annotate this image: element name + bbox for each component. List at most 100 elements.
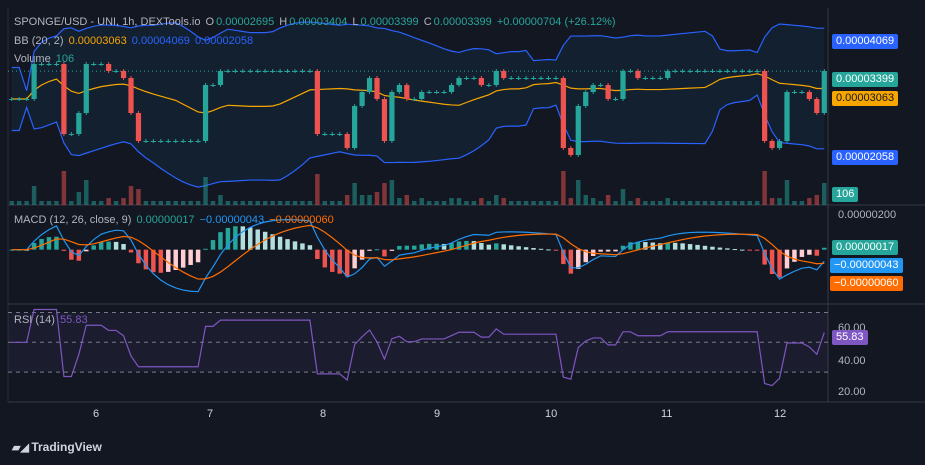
volume-bar (613, 201, 618, 205)
tradingview-icon: ▰◢ (12, 442, 29, 454)
volume-bar (128, 186, 134, 205)
volume-bar (695, 201, 700, 205)
macd-histogram-bar (695, 244, 700, 250)
volume-bar (98, 201, 104, 205)
macd-histogram-bar (687, 244, 693, 250)
volume-bar (717, 201, 723, 205)
volume-bar (344, 195, 350, 205)
volume-bar (76, 192, 82, 205)
macd-histogram-bar (620, 245, 626, 250)
candle-body (240, 71, 246, 72)
volume-bar (501, 198, 506, 205)
candle-body (657, 78, 663, 79)
macd-histogram-bar (218, 232, 223, 250)
candle-body (210, 85, 216, 86)
volume-bar (568, 198, 574, 205)
volume-bar (39, 201, 44, 205)
candle-body (545, 78, 552, 79)
candle-body (83, 64, 89, 113)
macd-histogram-bar (166, 249, 171, 272)
volume-bar (762, 171, 767, 205)
volume-bar (553, 201, 559, 205)
volume-bar (777, 198, 782, 205)
rsi-header: RSI (14) 55.83 (14, 314, 90, 326)
volume-bar (449, 198, 454, 205)
candle-body (605, 85, 611, 99)
macd-histogram-bar (151, 249, 156, 273)
candle-body (158, 141, 164, 142)
macd-histogram-bar (441, 243, 447, 250)
macd-histogram-bar (531, 248, 536, 250)
candle-body (277, 71, 283, 72)
volume-bar (516, 201, 521, 205)
candle-body (724, 71, 730, 72)
x-tick-11: 11 (661, 408, 673, 420)
macd-hist-value: 0.00000017 (136, 214, 195, 226)
tradingview-logo[interactable]: ▰◢ TradingView (12, 440, 102, 454)
candle-body (642, 78, 648, 79)
volume-bar (620, 189, 626, 205)
volume-bar (546, 201, 551, 205)
macd-histogram-bar (740, 249, 745, 251)
volume-bar (330, 201, 335, 205)
macd-histogram-bar (397, 245, 402, 250)
candle-body (9, 99, 15, 100)
candle-body (262, 71, 268, 72)
candle-body (516, 78, 522, 79)
volume-bar (531, 201, 536, 205)
change-value: +0.00000704 (+26.12%) (496, 16, 616, 28)
candle-body (180, 141, 186, 142)
macd-histogram-bar (300, 243, 305, 250)
candle-body (76, 113, 82, 134)
macd-histogram-bar (508, 245, 514, 250)
macd-histogram-bar (635, 241, 641, 250)
macd-histogram-bar (106, 241, 111, 250)
macd-histogram-bar (98, 241, 104, 250)
candle-body (799, 92, 805, 93)
macd-histogram-bar (337, 249, 342, 274)
macd-histogram-bar (359, 249, 365, 260)
macd-histogram-bar (203, 248, 208, 250)
macd-histogram-bar (516, 246, 521, 250)
macd-histogram-bar (374, 249, 380, 251)
macd-histogram-bar (546, 249, 551, 251)
macd-histogram-bar (9, 249, 14, 251)
macd-histogram-bar (725, 248, 730, 250)
candle-body (486, 85, 492, 86)
macd-line-label: −0.00000043 (830, 258, 903, 273)
macd-histogram-bar (277, 236, 283, 250)
macd-histogram-bar (240, 226, 246, 250)
candle-body (598, 85, 604, 86)
volume-bar (113, 201, 119, 205)
candle-body (471, 78, 477, 79)
candle-body (322, 134, 328, 135)
macd-histogram-bar (344, 249, 350, 277)
macd-histogram-bar (583, 249, 588, 263)
candle-body (769, 141, 775, 148)
candle-body (396, 85, 402, 92)
volume-bar (285, 201, 290, 205)
macd-histogram-bar (680, 243, 685, 250)
volume-bar (240, 201, 246, 205)
candle-body (553, 78, 559, 79)
macd-histogram-bar (658, 243, 663, 250)
bb-fill (11, 21, 825, 188)
candle-body (24, 99, 30, 100)
macd-histogram-bar (46, 237, 52, 250)
macd-histogram-bar (188, 249, 193, 265)
volume-bar (702, 201, 708, 205)
volume-bar (710, 201, 715, 205)
candle-body (806, 92, 812, 99)
volume-bar (769, 198, 775, 205)
volume-bar (598, 201, 603, 205)
bb-upper-line (11, 21, 825, 91)
candle-body (143, 141, 149, 142)
candle-body (590, 85, 596, 92)
high-label: H (279, 16, 288, 28)
macd-histogram-bar (822, 247, 827, 250)
x-tick-12: 12 (774, 408, 787, 420)
macd-histogram-bar (255, 229, 260, 250)
volume-bar (486, 201, 492, 205)
macd-histogram-bar (367, 249, 372, 251)
